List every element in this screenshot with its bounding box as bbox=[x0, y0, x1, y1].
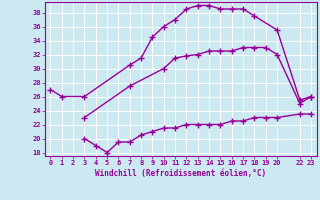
X-axis label: Windchill (Refroidissement éolien,°C): Windchill (Refroidissement éolien,°C) bbox=[95, 169, 266, 178]
